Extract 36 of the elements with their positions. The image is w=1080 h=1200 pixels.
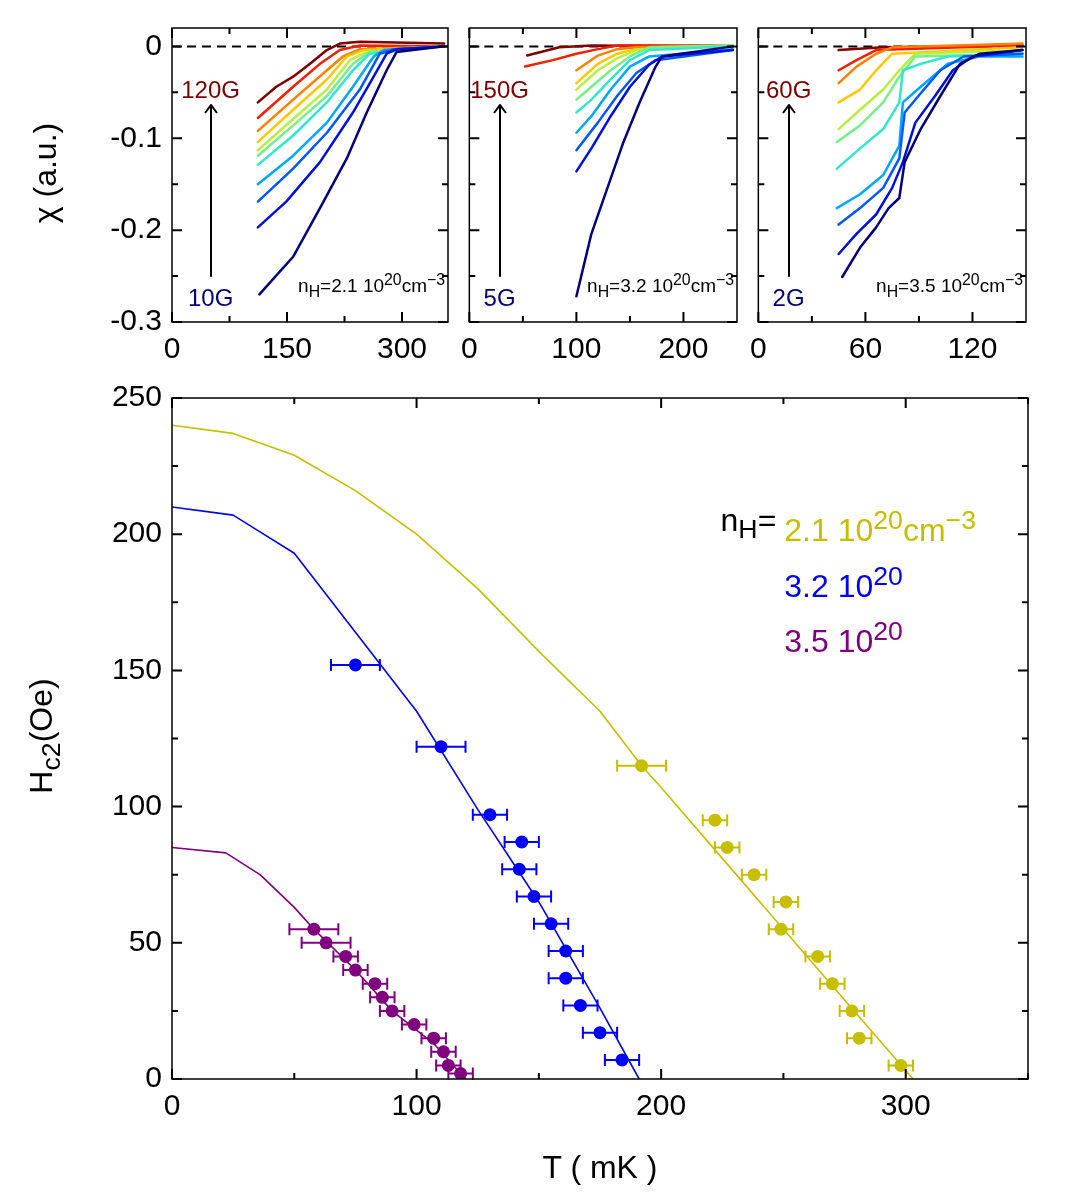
y-tick-label: 150: [111, 651, 162, 685]
x-tick-label: 200: [658, 331, 709, 365]
annotation: n$_{H}$=2.1 10$^{20}$cm$^{−3}$: [298, 271, 445, 301]
y-tick-label: 0: [145, 1060, 162, 1094]
y-tick-label: -0.2: [110, 211, 162, 245]
y-tick-label: 100: [111, 787, 162, 821]
text: 3.5 10$^{20}$: [784, 615, 904, 661]
x-tick-label: 0: [461, 331, 478, 365]
text: 3.2 10$^{20}$: [784, 559, 904, 606]
x-tick-label: 60: [848, 331, 883, 365]
annotation: 5G: [483, 284, 516, 312]
x-tick-label: 200: [636, 1088, 687, 1122]
y-tick-label: 200: [111, 515, 162, 549]
text: 2.1 10$^{20}$cm$^{−3}$: [784, 504, 976, 550]
annotation: 60G: [765, 75, 812, 103]
y-tick-label: -0.3: [110, 303, 162, 337]
y-tick-label: 0: [145, 27, 162, 61]
annotation: n$_{H}$=3.2 10$^{20}$cm$^{−3}$: [587, 271, 734, 301]
y-tick-label: -0.1: [110, 119, 162, 153]
x-tick-label: 0: [750, 331, 767, 365]
annotation: 2G: [772, 284, 805, 312]
annotation: 10G: [187, 284, 234, 312]
x-tick-label: 120: [947, 331, 998, 365]
x-tick-label: 100: [551, 331, 602, 365]
x-tick-label: 150: [261, 331, 313, 365]
annotation: 150G: [470, 75, 529, 103]
x-axis-title: T ( mK ): [542, 1149, 658, 1185]
y-axis-title: χ (a.u.): [27, 122, 63, 224]
x-tick-label: 300: [376, 331, 428, 365]
legend-title: n$_{H}$=: [720, 501, 777, 547]
y-tick-label: 50: [128, 924, 162, 958]
annotation: n$_{H}$=3.5 10$^{20}$cm$^{−3}$: [876, 271, 1023, 301]
x-tick-label: 100: [391, 1088, 442, 1122]
x-tick-label: 300: [880, 1088, 931, 1122]
annotation: 120G: [181, 75, 240, 103]
y-tick-label: 250: [111, 379, 162, 413]
